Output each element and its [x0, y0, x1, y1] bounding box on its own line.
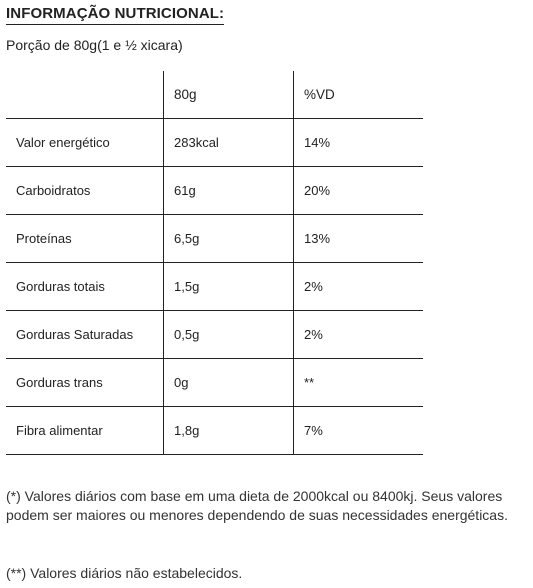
portion-size: Porção de 80g(1 e ½ xicara) — [6, 37, 183, 53]
table-row: Proteínas 6,5g 13% — [6, 214, 423, 263]
daily-values-footnote: (*) Valores diários com base em uma diet… — [6, 488, 508, 523]
nutrient-name: Carboidratos — [6, 166, 164, 215]
not-established-footnote: (**) Valores diários não estabelecidos. — [6, 565, 243, 581]
nutrient-daily-value: 14% — [293, 118, 423, 167]
nutrient-amount: 6,5g — [163, 214, 294, 263]
nutrition-table: 80g %VD Valor energético 283kcal 14% Car… — [6, 71, 423, 455]
nutrient-amount: 61g — [163, 166, 294, 215]
table-row: Gorduras Saturadas 0,5g 2% — [6, 310, 423, 359]
nutrient-amount: 0g — [163, 358, 294, 407]
nutrient-name: Gorduras totais — [6, 262, 164, 311]
nutrient-name: Valor energético — [6, 118, 164, 167]
nutrient-name: Gorduras Saturadas — [6, 310, 164, 359]
nutrient-amount: 0,5g — [163, 310, 294, 359]
nutrient-amount: 283kcal — [163, 118, 294, 167]
nutrient-daily-value: 7% — [293, 406, 423, 455]
table-row: Fibra alimentar 1,8g 7% — [6, 406, 423, 455]
table-row: Carboidratos 61g 20% — [6, 166, 423, 215]
header-nutrient — [6, 71, 164, 119]
nutrient-amount: 1,5g — [163, 262, 294, 311]
nutrient-daily-value: 13% — [293, 214, 423, 263]
header-amount: 80g — [163, 71, 294, 119]
nutrient-daily-value: 20% — [293, 166, 423, 215]
nutrient-daily-value: 2% — [293, 262, 423, 311]
nutrient-daily-value: 2% — [293, 310, 423, 359]
nutrient-amount: 1,8g — [163, 406, 294, 455]
header-daily-value: %VD — [293, 71, 423, 119]
nutrition-title: INFORMAÇÃO NUTRICIONAL: — [6, 5, 225, 25]
nutrient-name: Fibra alimentar — [6, 406, 164, 455]
nutrient-daily-value: ** — [293, 358, 423, 407]
table-row: Gorduras trans 0g ** — [6, 358, 423, 407]
nutrient-name: Gorduras trans — [6, 358, 164, 407]
table-row: Valor energético 283kcal 14% — [6, 118, 423, 167]
nutrient-name: Proteínas — [6, 214, 164, 263]
table-row: Gorduras totais 1,5g 2% — [6, 262, 423, 311]
table-header-row: 80g %VD — [6, 71, 423, 119]
